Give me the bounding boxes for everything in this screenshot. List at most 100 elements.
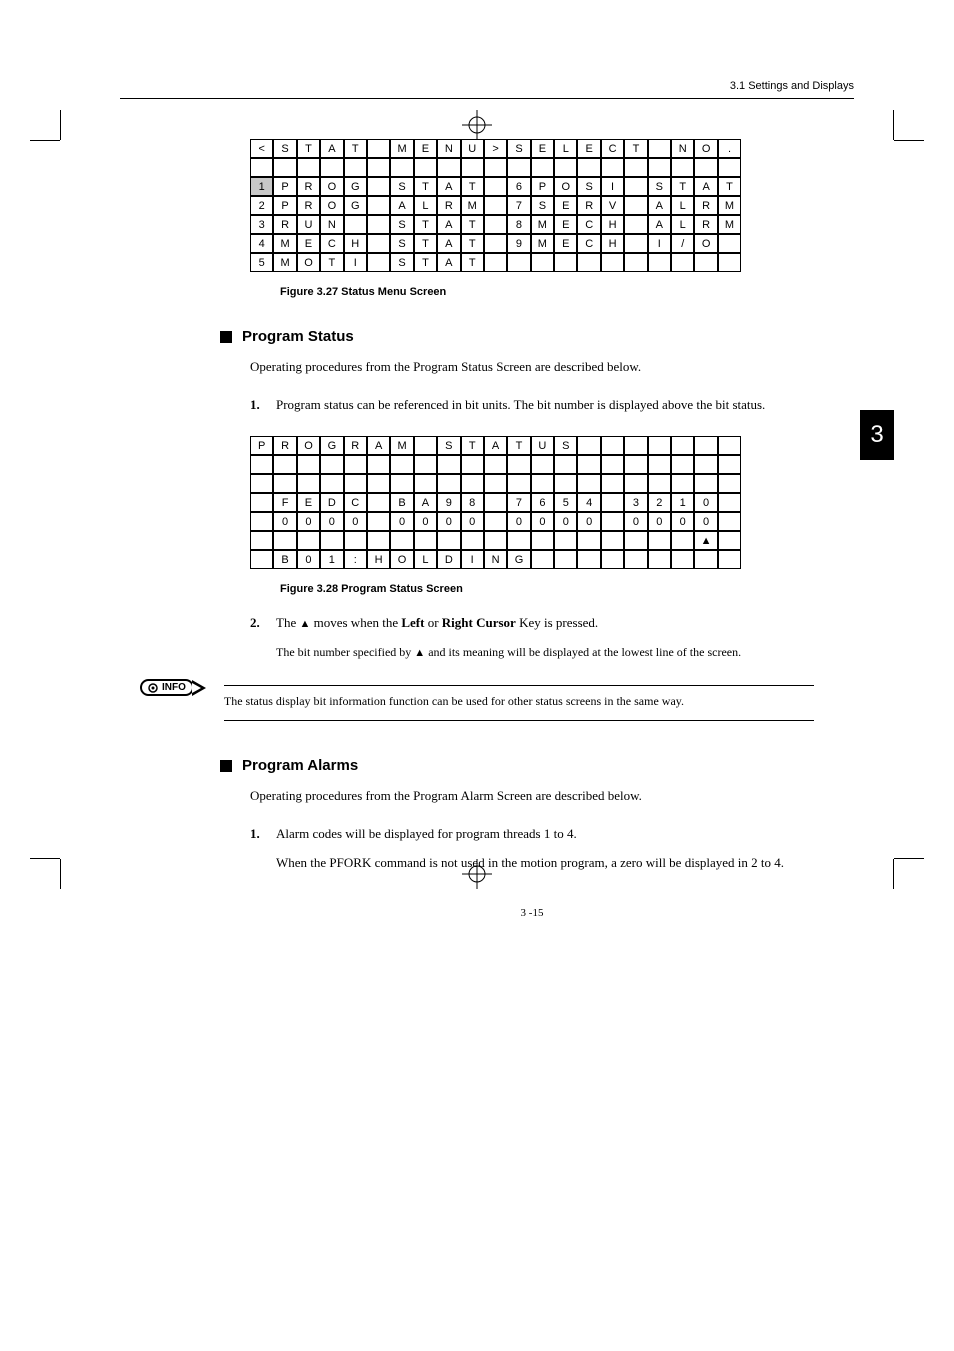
grid-cell <box>601 512 624 531</box>
grid-cell: T <box>320 253 343 272</box>
grid-cell <box>624 455 647 474</box>
grid-cell: 1 <box>320 550 343 569</box>
grid-cell: T <box>414 234 437 253</box>
grid-cell <box>390 455 413 474</box>
grid-cell: T <box>461 436 484 455</box>
grid-cell <box>367 493 390 512</box>
grid-cell: O <box>694 234 717 253</box>
grid-cell <box>624 177 647 196</box>
grid-cell: A <box>390 196 413 215</box>
grid-cell: S <box>554 436 577 455</box>
grid-cell <box>390 474 413 493</box>
figure-caption-3-27: Figure 3.27 Status Menu Screen <box>280 286 814 298</box>
grid-cell: E <box>297 493 320 512</box>
grid-cell <box>367 253 390 272</box>
grid-cell <box>577 436 600 455</box>
grid-cell <box>601 253 624 272</box>
grid-cell: R <box>577 196 600 215</box>
grid-cell: N <box>671 139 694 158</box>
key-left: Left <box>401 615 424 630</box>
grid-cell: N <box>484 550 507 569</box>
item-number: 1. <box>250 395 266 415</box>
grid-cell: / <box>671 234 694 253</box>
txt: The <box>276 615 299 630</box>
grid-cell: T <box>461 253 484 272</box>
grid-cell: 5 <box>250 253 273 272</box>
grid-cell <box>694 253 717 272</box>
grid-cell <box>367 474 390 493</box>
txt: or <box>424 615 441 630</box>
grid-cell: R <box>694 215 717 234</box>
grid-cell <box>648 550 671 569</box>
txt: and its meaning will be displayed at the… <box>425 645 741 659</box>
grid-cell: 0 <box>461 512 484 531</box>
grid-cell <box>320 455 343 474</box>
grid-cell: P <box>273 177 296 196</box>
info-rule-bottom <box>224 720 814 721</box>
grid-cell <box>648 158 671 177</box>
grid-cell: 4 <box>250 234 273 253</box>
grid-cell <box>344 455 367 474</box>
grid-cell: O <box>320 177 343 196</box>
grid-cell <box>554 253 577 272</box>
grid-cell: M <box>390 139 413 158</box>
grid-cell: T <box>414 215 437 234</box>
grid-cell <box>484 531 507 550</box>
grid-cell <box>531 474 554 493</box>
grid-cell: P <box>531 177 554 196</box>
grid-cell <box>297 531 320 550</box>
grid-cell: C <box>601 139 624 158</box>
grid-cell: S <box>648 177 671 196</box>
grid-cell: : <box>344 550 367 569</box>
grid-cell: A <box>367 436 390 455</box>
grid-cell: R <box>344 436 367 455</box>
grid-cell <box>297 474 320 493</box>
grid-cell <box>437 531 460 550</box>
grid-cell <box>414 158 437 177</box>
grid-cell: T <box>718 177 741 196</box>
grid-cell: S <box>273 139 296 158</box>
grid-cell <box>367 455 390 474</box>
grid-cell <box>601 531 624 550</box>
grid-cell: S <box>390 253 413 272</box>
grid-cell <box>577 253 600 272</box>
grid-cell: 9 <box>437 493 460 512</box>
grid-cell <box>320 531 343 550</box>
grid-cell <box>554 531 577 550</box>
key-right-cursor: Right Cursor <box>442 615 516 630</box>
grid-cell: 6 <box>507 177 530 196</box>
grid-cell: C <box>577 234 600 253</box>
grid-cell <box>273 531 296 550</box>
grid-cell <box>694 455 717 474</box>
grid-cell <box>484 474 507 493</box>
grid-cell: 0 <box>671 512 694 531</box>
grid-cell: M <box>390 436 413 455</box>
grid-cell <box>718 253 741 272</box>
grid-cell <box>461 158 484 177</box>
grid-cell <box>367 177 390 196</box>
grid-cell <box>437 474 460 493</box>
grid-cell <box>390 531 413 550</box>
grid-cell: 0 <box>694 493 717 512</box>
square-bullet-icon <box>220 331 232 343</box>
grid-cell <box>250 158 273 177</box>
grid-cell <box>344 158 367 177</box>
grid-cell <box>367 196 390 215</box>
info-label: INFO <box>162 682 186 693</box>
grid-cell <box>250 550 273 569</box>
grid-cell: E <box>531 139 554 158</box>
grid-cell <box>484 493 507 512</box>
grid-cell: T <box>507 436 530 455</box>
section1-intro: Operating procedures from the Program St… <box>250 357 814 377</box>
grid-cell: S <box>390 215 413 234</box>
grid-cell: 3 <box>624 493 647 512</box>
grid-cell <box>554 455 577 474</box>
grid-cell: M <box>531 215 554 234</box>
grid-cell <box>718 550 741 569</box>
grid-cell: 0 <box>273 512 296 531</box>
grid-cell <box>484 234 507 253</box>
grid-cell <box>694 158 717 177</box>
grid-cell: T <box>461 177 484 196</box>
program-status-table: PROGRAMSTATUSFEDCBA987654321000000000000… <box>250 436 741 569</box>
grid-cell: P <box>273 196 296 215</box>
